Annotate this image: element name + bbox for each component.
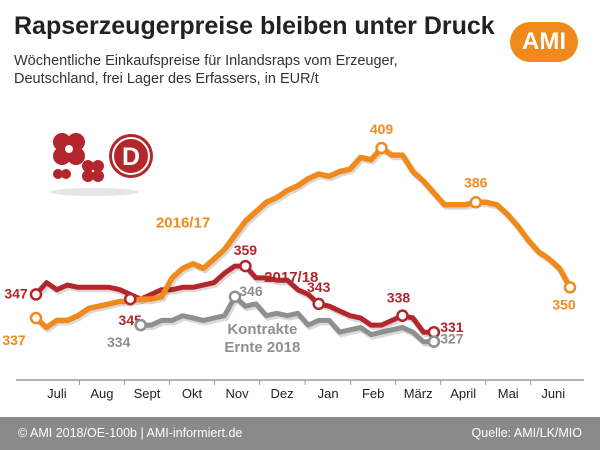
- country-badge-ring: [112, 137, 150, 175]
- data-point-marker: [29, 288, 43, 301]
- data-label: 338: [387, 290, 411, 306]
- x-axis-ticks: Juli Aug Sept Okt Nov Dez Jan Feb März April Mai Ju…: [47, 380, 565, 401]
- data-label: 386: [464, 174, 488, 190]
- country-letter: D: [122, 143, 140, 171]
- data-point-marker: [312, 297, 325, 311]
- series-layer: [33, 145, 575, 347]
- emblem: D: [50, 133, 153, 196]
- data-label: 347: [4, 285, 28, 301]
- series-name-label: 2017/18: [264, 269, 318, 286]
- data-point-marker: [396, 309, 409, 322]
- data-label: 331: [440, 319, 464, 335]
- country-badge: [109, 134, 153, 178]
- x-tick-label: Nov: [225, 386, 249, 401]
- series-line: [33, 145, 573, 331]
- data-label: 337: [2, 332, 26, 348]
- data-label: 343: [307, 279, 331, 295]
- data-point-marker: [563, 281, 577, 294]
- data-point-marker: [375, 141, 388, 155]
- x-tick-label: Juni: [541, 386, 565, 401]
- x-tick-label: Aug: [90, 386, 113, 401]
- footer-copyright: © AMI 2018/OE-100b | AMI-informiert.de: [18, 426, 243, 440]
- footer-source: Quelle: AMI/LK/MIO: [471, 426, 582, 440]
- x-tick-label: Jan: [318, 386, 339, 401]
- data-point-marker: [469, 196, 483, 209]
- series-line: [138, 294, 437, 345]
- data-label: 334: [107, 334, 131, 350]
- data-point-marker: [123, 292, 137, 306]
- x-tick-label: Sept: [134, 386, 161, 401]
- x-tick-label: Okt: [182, 386, 203, 401]
- x-tick-label: Feb: [362, 386, 384, 401]
- series-name-label: Ernte 2018: [224, 339, 300, 356]
- data-label: 327: [440, 331, 464, 347]
- data-label: 346: [239, 283, 263, 299]
- x-tick-label: Juli: [47, 386, 67, 401]
- data-point-marker: [29, 311, 43, 325]
- data-point-marker: [228, 290, 242, 304]
- x-tick-label: März: [404, 386, 433, 401]
- x-tick-label: Dez: [270, 386, 293, 401]
- data-label: 359: [234, 242, 258, 258]
- emblem-shadow: [50, 188, 138, 196]
- chart-subtitle: Wöchentliche Einkaufspreise für Inlandsr…: [14, 53, 398, 87]
- line-chart: D Juli Aug Sept Okt Nov Dez Jan Feb März April Mai…: [2, 121, 584, 401]
- data-point-marker: [239, 259, 252, 273]
- data-point-marker: [134, 318, 147, 332]
- data-label: 409: [370, 121, 394, 137]
- data-point-marker: [427, 335, 441, 348]
- data-label: 350: [552, 296, 576, 312]
- x-tick-label: Mai: [498, 386, 519, 401]
- series-name-label: Kontrakte: [227, 321, 297, 338]
- x-tick-label: April: [450, 386, 476, 401]
- chart-title: Rapserzeugerpreise bleiben unter Druck: [14, 12, 495, 40]
- series-line: [33, 263, 437, 335]
- rapeseed-flower-icon: [53, 133, 104, 182]
- ami-logo: AMI: [510, 22, 578, 62]
- footer-bar: © AMI 2018/OE-100b | AMI-informiert.de Q…: [0, 417, 600, 450]
- series-name-label: 2016/17: [156, 215, 210, 232]
